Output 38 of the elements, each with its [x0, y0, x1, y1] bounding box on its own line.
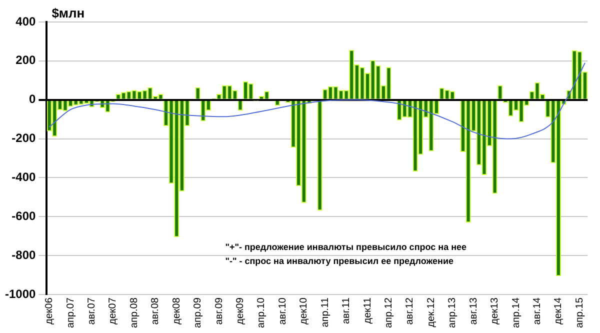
- x-tick-label: апр.14: [510, 297, 522, 328]
- y-tick-label: 400: [16, 14, 36, 28]
- x-tick-label: апр.11: [320, 297, 331, 328]
- x-tick-label: дек08: [171, 297, 182, 324]
- x-tick-label: дек11: [362, 297, 374, 324]
- line-series: [48, 62, 586, 140]
- y-tick-label: -800: [12, 248, 36, 262]
- y-tick-label: -600: [12, 209, 36, 223]
- x-tick-label: авг.08: [150, 297, 162, 325]
- x-tick-label: авг.12: [404, 297, 416, 325]
- y-tick-label: -200: [12, 131, 36, 146]
- x-tick-label: апр.07: [65, 297, 76, 328]
- x-tick-label: авг.10: [277, 297, 288, 325]
- x-tick-label: дек13: [490, 297, 501, 324]
- annotation: "+"- предложение инвалюты превысило спрос на нее: [225, 242, 467, 252]
- y-tick-label: 0: [29, 92, 36, 106]
- x-tick-label: авг.11: [341, 297, 352, 324]
- x-tick-label: дек14: [553, 297, 564, 324]
- x-tick-label: дек07: [108, 297, 119, 324]
- y-tick-label: -1000: [4, 286, 36, 301]
- x-tick-label: апр.10: [256, 297, 268, 328]
- x-tick-label: апр.08: [128, 297, 140, 328]
- x-tick-label: апр.12: [384, 297, 394, 328]
- x-tick-label: дек06: [44, 297, 56, 324]
- x-tick-label: авг.14: [532, 297, 543, 325]
- annotation: "-" - спрос на инвалюту превысил ее предложение: [225, 256, 454, 266]
- y-tick-label: -400: [12, 170, 36, 184]
- x-tick-label: апр.09: [192, 297, 204, 328]
- x-tick-label: дек10: [298, 297, 310, 324]
- x-tick-label: авг.09: [214, 297, 225, 325]
- y-tick-label: 200: [16, 53, 36, 68]
- x-tick-label: апр.15: [574, 297, 586, 328]
- x-tick-label: авг.13: [468, 297, 480, 325]
- y-axis-title: $млн: [52, 6, 85, 21]
- x-tick-label: авг.07: [86, 297, 98, 325]
- x-tick-label: дек.12: [426, 297, 437, 328]
- x-tick-label: апр.13: [447, 297, 458, 328]
- x-tick-label: дек09: [235, 297, 246, 324]
